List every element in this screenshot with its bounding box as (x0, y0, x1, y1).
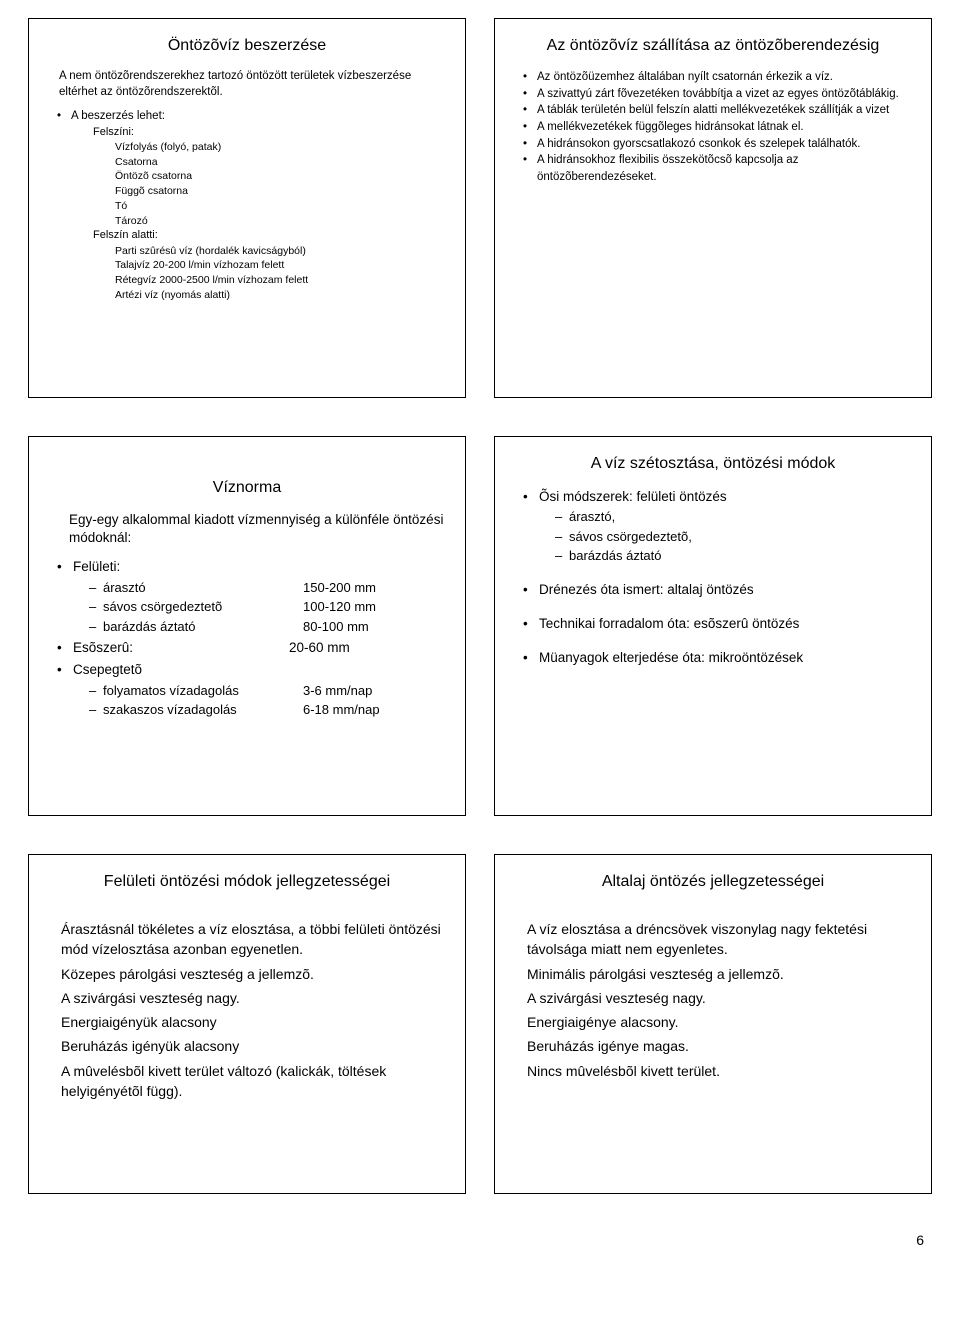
slide-6-p6: Nincs mûvelésbõl kivett terület. (527, 1061, 913, 1081)
slide-3-b1-r2l: sávos csörgedeztetõ (103, 597, 303, 617)
slide-1-b1a-i2: Csatorna (115, 155, 447, 170)
slide-2-i1: Az öntözõüzemhez általában nyílt csatorn… (523, 69, 913, 86)
slide-1-b1a-text: Felszíni: (93, 126, 134, 138)
slide-3-b3-r1v: 3-6 mm/nap (303, 681, 447, 701)
slide-1-b1b-text: Felszín alatti: (93, 229, 158, 241)
slide-4-list: Õsi módszerek: felületi öntözés árasztó,… (513, 487, 913, 669)
slide-3-b1-r2v: 100-120 mm (303, 597, 447, 617)
slide-4-b1-i2: sávos csörgedeztetõ, (555, 527, 913, 547)
slide-3-b3-r1: folyamatos vízadagolás 3-6 mm/nap (89, 681, 447, 701)
slide-3-b1-r3v: 80-100 mm (303, 617, 447, 637)
slide-4-b1-i3: barázdás áztató (555, 546, 913, 566)
page: Öntözõvíz beszerzése A nem öntözõrendsze… (0, 0, 960, 1272)
slide-2-i2: A szivattyú zárt fõvezetéken továbbítja … (523, 86, 913, 103)
slide-3-b3-text: Csepegtetõ (73, 662, 142, 677)
slide-3-b1-r3l: barázdás áztató (103, 617, 303, 637)
slide-3-b2l: Esõszerû: (73, 638, 289, 658)
slide-5-p4: Energiaigényük alacsony (61, 1012, 447, 1032)
slide-3-b2: Esõszerû: 20-60 mm (57, 638, 447, 658)
slide-3-list: Felületi: árasztó 150-200 mm sávos csörg… (47, 557, 447, 719)
slide-2-i6: A hidránsokhoz flexibilis összekötõcsõ k… (523, 152, 913, 185)
page-number: 6 (28, 1232, 932, 1248)
slide-6: Altalaj öntözés jellegzetességei A víz e… (494, 854, 932, 1194)
slide-2-i4: A mellékvezetékek függõleges hidránsokat… (523, 119, 913, 136)
slide-1-b1b-i3: Rétegvíz 2000-2500 l/min vízhozam felett (115, 273, 447, 288)
slide-3-b3-r1l: folyamatos vízadagolás (103, 681, 303, 701)
slide-1-b1a-items: Vízfolyás (folyó, patak) Csatorna Öntözõ… (93, 140, 447, 228)
slide-5-p5: Beruházás igényük alacsony (61, 1036, 447, 1056)
slide-3-title: Víznorma (47, 479, 447, 497)
slide-3-b1-r1v: 150-200 mm (303, 578, 447, 598)
slide-5-title: Felületi öntözési módok jellegzetességei (47, 873, 447, 891)
slide-3-b3: Csepegtetõ folyamatos vízadagolás 3-6 mm… (57, 660, 447, 719)
slide-5-p3: A szivárgási veszteség nagy. (61, 988, 447, 1008)
slide-5: Felületi öntözési módok jellegzetességei… (28, 854, 466, 1194)
slide-6-p5: Beruházás igénye magas. (527, 1036, 913, 1056)
slide-6-title: Altalaj öntözés jellegzetességei (513, 873, 913, 891)
slide-3-b1-r2: sávos csörgedeztetõ 100-120 mm (89, 597, 447, 617)
slide-4-b1-i1: árasztó, (555, 507, 913, 527)
slide-1-b1b-i2: Talajvíz 20-200 l/min vízhozam felett (115, 258, 447, 273)
slide-1-b1b-i1: Parti szûrésû víz (hordalék kavicságyból… (115, 244, 447, 259)
slide-4-b1: Õsi módszerek: felületi öntözés árasztó,… (523, 487, 913, 566)
slide-1-b1a: Felszíni: Vízfolyás (folyó, patak) Csato… (93, 125, 447, 229)
slide-1-b1b: Felszín alatti: Parti szûrésû víz (horda… (93, 228, 447, 302)
slide-3-b1-r1l: árasztó (103, 578, 303, 598)
slide-4-title: A víz szétosztása, öntözési módok (513, 455, 913, 473)
slide-3-intro: Egy-egy alkalommal kiadott vízmennyiség … (69, 511, 447, 547)
slide-1-b1-text: A beszerzés lehet: (71, 110, 165, 122)
slide-2-i5: A hidránsokon gyorscsatlakozó csonkok és… (523, 136, 913, 153)
slide-4-b1-items: árasztó, sávos csörgedeztetõ, barázdás á… (529, 507, 913, 566)
slide-row-3: Felületi öntözési módok jellegzetességei… (28, 854, 932, 1194)
slide-3: Víznorma Egy-egy alkalommal kiadott vízm… (28, 436, 466, 816)
slide-5-p6: A mûvelésbõl kivett terület változó (kal… (61, 1061, 447, 1102)
slide-4-b2: Drénezés óta ismert: altalaj öntözés (523, 580, 913, 600)
slide-5-p1: Árasztásnál tökéletes a víz elosztása, a… (61, 919, 447, 960)
slide-3-b3-r2: szakaszos vízadagolás 6-18 mm/nap (89, 700, 447, 720)
slide-1-b1: A beszerzés lehet: Felszíni: Vízfolyás (… (57, 108, 447, 302)
slide-1-b1-nest: Felszíni: Vízfolyás (folyó, patak) Csato… (71, 125, 447, 303)
slide-3-b1-text: Felületi: (73, 559, 120, 574)
slide-3-b2v: 20-60 mm (289, 638, 350, 658)
slide-1-b1a-i1: Vízfolyás (folyó, patak) (115, 140, 447, 155)
slide-1-b1a-i4: Függõ csatorna (115, 184, 447, 199)
slide-3-b1: Felületi: árasztó 150-200 mm sávos csörg… (57, 557, 447, 636)
slide-4: A víz szétosztása, öntözési módok Õsi mó… (494, 436, 932, 816)
slide-4-b4: Müanyagok elterjedése óta: mikroöntözése… (523, 648, 913, 668)
slide-1-b1a-i3: Öntözõ csatorna (115, 169, 447, 184)
slide-5-p2: Közepes párolgási veszteség a jellemzõ. (61, 964, 447, 984)
slide-3-b1-rows: árasztó 150-200 mm sávos csörgedeztetõ 1… (63, 578, 447, 637)
slide-6-p3: A szivárgási veszteség nagy. (527, 988, 913, 1008)
slide-3-b3-r2l: szakaszos vízadagolás (103, 700, 303, 720)
slide-1-b1b-items: Parti szûrésû víz (hordalék kavicságyból… (93, 244, 447, 303)
slide-1-list: A beszerzés lehet: Felszíni: Vízfolyás (… (47, 108, 447, 302)
slide-1-title: Öntözõvíz beszerzése (47, 37, 447, 55)
slide-2-list: Az öntözõüzemhez általában nyílt csatorn… (513, 69, 913, 186)
slide-1-b1a-i5: Tó (115, 199, 447, 214)
slide-6-p2: Minimális párolgási veszteség a jellemzõ… (527, 964, 913, 984)
slide-row-2: Víznorma Egy-egy alkalommal kiadott vízm… (28, 436, 932, 816)
slide-2: Az öntözõvíz szállítása az öntözõberende… (494, 18, 932, 398)
slide-1-intro: A nem öntözõrendszerekhez tartozó öntözö… (59, 69, 447, 100)
slide-3-b1-r1: árasztó 150-200 mm (89, 578, 447, 598)
slide-1: Öntözõvíz beszerzése A nem öntözõrendsze… (28, 18, 466, 398)
slide-1-b1b-i4: Artézi víz (nyomás alatti) (115, 288, 447, 303)
slide-3-b3-r2v: 6-18 mm/nap (303, 700, 447, 720)
slide-3-b1-r3: barázdás áztató 80-100 mm (89, 617, 447, 637)
slide-6-p1: A víz elosztása a dréncsövek viszonylag … (527, 919, 913, 960)
slide-4-b3: Technikai forradalom óta: esõszerû öntöz… (523, 614, 913, 634)
slide-2-i3: A táblák területén belül felszín alatti … (523, 102, 913, 119)
slide-6-p4: Energiaigénye alacsony. (527, 1012, 913, 1032)
slide-1-b1a-i6: Tározó (115, 214, 447, 229)
slide-row-1: Öntözõvíz beszerzése A nem öntözõrendsze… (28, 18, 932, 398)
slide-3-b3-rows: folyamatos vízadagolás 3-6 mm/nap szakas… (63, 681, 447, 720)
slide-4-b1-text: Õsi módszerek: felületi öntözés (539, 489, 727, 504)
slide-2-title: Az öntözõvíz szállítása az öntözõberende… (513, 37, 913, 55)
